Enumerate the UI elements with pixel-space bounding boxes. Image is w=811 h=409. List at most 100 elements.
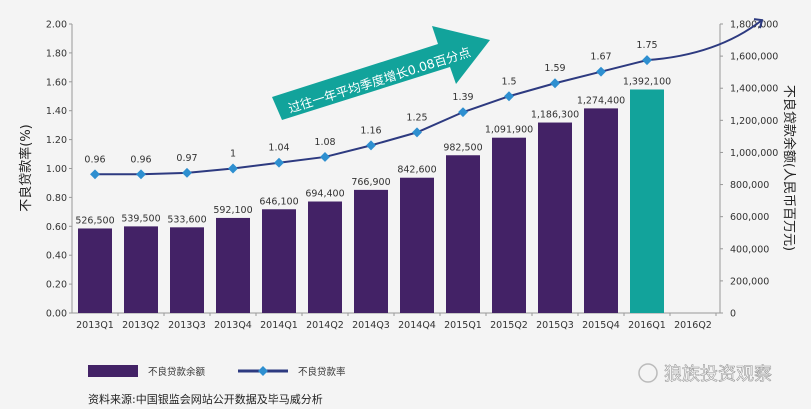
x-tick-label: 2014Q1 [260,320,298,331]
bar [216,217,250,313]
y2-tick-label: 600,000 [730,212,769,223]
bar [262,209,296,313]
x-tick-label: 2016Q2 [674,320,712,331]
bar-value-label: 842,600 [397,165,436,176]
y-tick-label: 0.80 [46,193,67,204]
y-tick-label: 0.40 [46,251,67,262]
y2-tick-label: 1,000,000 [730,148,778,159]
line-point [642,55,652,66]
line-point [136,169,146,180]
y-tick-label: 0.60 [46,222,67,233]
bar [78,228,112,313]
x-tick-label: 2015Q2 [490,320,528,331]
line-value-label: 1.39 [452,92,473,103]
bar-value-label: 533,600 [167,214,206,225]
legend: 不良贷款余额 不良贷款率 [88,365,346,378]
bar [354,189,388,313]
y-tick-label: 1.80 [46,48,67,59]
bar-value-label: 526,500 [75,215,114,226]
x-tick-label: 2014Q3 [352,320,390,331]
bar [400,177,434,313]
y-tick-label: 1.40 [46,106,67,117]
bar [446,155,480,313]
line-value-label: 1.75 [636,40,657,51]
x-tick-label: 2013Q2 [122,320,160,331]
line-point [274,157,284,168]
bar-value-label: 539,500 [121,213,160,224]
line-point [228,163,238,174]
line-point [182,167,192,178]
bar-value-label: 646,100 [259,196,298,207]
bar-value-label: 1,186,300 [531,110,579,121]
bar-value-label: 1,091,900 [485,125,533,136]
y-tick-label: 2.00 [46,20,67,31]
bar-value-label: 1,392,100 [623,76,671,87]
line-value-label: 1.04 [268,143,289,154]
bar-value-label: 766,900 [351,177,390,188]
trend-arrow-shape [272,26,490,120]
y-tick-label: 1.20 [46,135,67,146]
line-point [458,107,468,118]
legend-marker [258,366,268,376]
line-value-label: 0.96 [84,154,105,165]
watermark-text: 狼族投资观察 [664,364,772,385]
bar [584,108,618,313]
line-point [320,151,330,162]
y-tick-label: 0.20 [46,280,67,291]
bar [538,122,572,313]
annotation-text: 过往一年平均季度增长0.08百分点 [286,44,472,116]
line-point [550,78,560,89]
line-value-label: 0.96 [130,154,151,165]
bar [124,226,158,313]
legend-swatch-bar [88,365,138,377]
watermark: 狼族投资观察 [638,363,772,385]
x-tick-label: 2016Q1 [628,320,666,331]
line-value-label: 1.16 [360,125,381,136]
y-tick-label: 0.00 [46,309,67,320]
bar [492,137,526,313]
x-tick-label: 2014Q2 [306,320,344,331]
line-value-label: 1 [230,149,236,160]
y2-axis-label: 不良贷款余额(人民币百万元) [781,85,797,251]
bar-value-label: 694,400 [305,189,344,200]
line-value-label: 1.25 [406,112,427,123]
line-point [504,91,514,102]
wechat-icon [638,363,658,383]
x-tick-label: 2014Q4 [398,320,436,331]
legend-label-line: 不良贷款率 [298,366,346,378]
y2-tick-label: 0 [730,309,736,320]
y-tick-label: 1.60 [46,77,67,88]
x-tick-label: 2015Q4 [582,320,620,331]
y2-tick-label: 400,000 [730,244,769,255]
bar-value-label: 1,274,400 [577,95,625,106]
line-value-label: 1.67 [590,52,611,63]
legend-label-bar: 不良贷款余额 [148,366,206,378]
bar-value-label: 982,500 [443,142,482,153]
y2-tick-label: 1,600,000 [730,52,778,63]
y-axis-label: 不良贷款率(%) [18,124,34,212]
line-value-label: 1.5 [501,76,516,87]
line-point [412,127,422,138]
line-value-label: 1.59 [544,63,565,74]
y-tick-label: 1.00 [46,164,67,175]
x-tick-label: 2015Q1 [444,320,482,331]
y2-tick-label: 1,400,000 [730,84,778,95]
bar [630,89,664,314]
line-arrowhead [753,18,764,29]
x-tick-label: 2015Q3 [536,320,574,331]
line-value-label: 1.08 [314,137,335,148]
bar-value-label: 592,100 [213,205,252,216]
x-tick-label: 2013Q3 [168,320,206,331]
y2-tick-label: 1,200,000 [730,116,778,127]
line-point [596,66,606,77]
x-tick-label: 2013Q1 [76,320,114,331]
x-tick-label: 2013Q4 [214,320,252,331]
source-note: 资料来源:中国银监会网站公开数据及毕马威分析 [88,392,323,406]
bar [170,227,204,313]
line-point [366,140,376,151]
bar [308,201,342,313]
y2-tick-label: 800,000 [730,180,769,191]
line-value-label: 0.97 [176,153,197,164]
y2-tick-label: 200,000 [730,276,769,287]
